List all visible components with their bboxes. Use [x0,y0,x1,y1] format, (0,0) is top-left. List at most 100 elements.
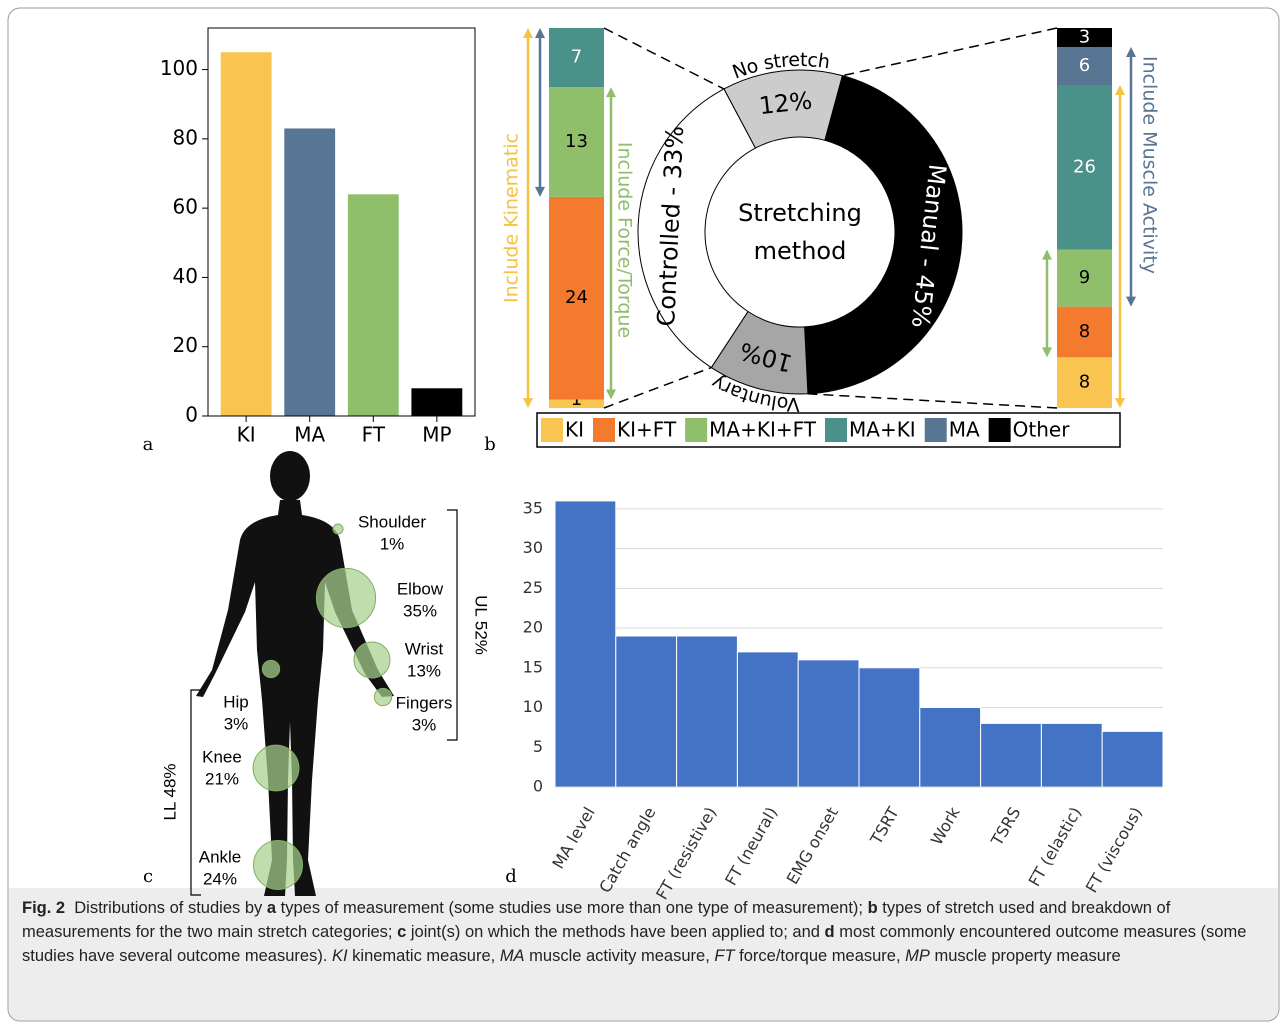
joint-label: Wrist [405,639,444,658]
legend-swatch [925,418,947,442]
segment-value: 7 [571,47,582,68]
segment-value: 9 [1079,267,1090,288]
y-tick-label: 35 [523,498,543,517]
joint-value: 35% [403,601,437,620]
bubble [374,688,391,705]
y-tick-label: 0 [533,777,543,796]
panel-label: d [505,866,517,887]
bar [555,501,616,787]
joint-value: 24% [203,869,237,888]
y-tick-label: 100 [160,56,198,80]
caption-text: d [825,923,835,941]
joint-value: 3% [224,714,249,733]
caption-text: force/torque measure, [735,947,906,965]
joint-label: Shoulder [358,512,426,531]
body-head [270,451,310,501]
bubble [262,660,279,677]
joint-label: Hip [223,692,249,711]
y-tick-label: 10 [523,697,543,716]
joint-value: 3% [412,715,437,734]
segment-value: 8 [1079,321,1090,342]
legend-label: KI+FT [617,418,677,442]
segment-value: 8 [1079,372,1090,393]
caption-text: muscle property measure [930,947,1121,965]
panel-label: c [143,866,153,887]
legend-label: KI [565,418,584,442]
legend-label: Other [1013,418,1071,442]
caption: Fig. 2 Distributions of studies by a typ… [22,896,1267,968]
caption-text: FT [714,947,734,965]
bar [677,636,738,787]
x-tick-label: FT [362,423,386,447]
y-tick-label: 20 [173,333,198,357]
panel-label: a [143,434,154,455]
bar [981,723,1042,787]
chart: abcd020406080100KIMAFTMP12%No stretchMan… [0,0,1287,1029]
caption-text: kinematic measure, [348,947,500,965]
bar [798,660,859,787]
bubble [316,568,375,627]
joint-label: Knee [202,747,242,766]
bubble [333,524,343,534]
center-label: Stretching [738,199,862,227]
y-tick-label: 20 [523,618,543,637]
caption-text: Distributions of studies by [74,899,267,917]
y-tick-label: 30 [523,538,543,557]
caption-text: MP [905,947,930,965]
y-tick-label: 15 [523,657,543,676]
legend-swatch [825,418,847,442]
bar [348,194,399,416]
y-tick-label: 60 [173,195,198,219]
y-tick-label: 0 [185,403,198,427]
caption-text: b [868,899,878,917]
legend-swatch [593,418,615,442]
joint-label: Ankle [199,847,242,866]
panel-label: b [484,434,496,455]
annotation: Include Kinematic [501,133,523,303]
segment-label: 12% [757,86,813,120]
joint-value: 1% [380,534,405,553]
caption-text: KI [332,947,348,965]
legend-label: MA [949,418,980,442]
bar [411,388,462,416]
caption-text: MA [500,947,525,965]
legend-swatch [541,418,563,442]
y-tick-label: 80 [173,125,198,149]
caption-text: a [267,899,276,917]
y-tick-label: 25 [523,578,543,597]
segment-value: 26 [1073,156,1096,177]
segment-value: 24 [565,287,588,308]
bubble [253,745,299,791]
joint-label: Fingers [396,693,453,712]
annotation: Include Muscle Activity [1139,56,1161,274]
caption-text: muscle activity measure, [525,947,715,965]
x-tick-label: MA [294,423,325,447]
bar [616,636,677,787]
bar [221,52,272,416]
group-label: UL 52% [472,595,491,655]
segment-value: 6 [1079,55,1090,76]
caption-text: joint(s) on which the methods have been … [406,923,824,941]
legend-swatch [685,418,707,442]
legend-label: MA+KI [849,418,916,442]
caption-text: c [397,923,406,941]
center-label: method [754,237,847,265]
bar [920,708,981,787]
legend-swatch [989,418,1011,442]
x-tick-label: KI [237,423,256,447]
bubble [354,642,390,678]
bar [737,652,798,787]
legend-label: MA+KI+FT [709,418,817,442]
joint-value: 13% [407,661,441,680]
segment-value: 3 [1079,27,1090,48]
y-tick-label: 40 [173,264,198,288]
bar [284,128,335,416]
joint-value: 21% [205,769,239,788]
caption-text: types of measurement (some studies use m… [276,899,868,917]
bar [1102,731,1163,787]
y-tick-label: 5 [533,737,543,756]
figure: abcd020406080100KIMAFTMP12%No stretchMan… [0,0,1287,1029]
joint-label: Elbow [397,579,444,598]
caption-label: Fig. 2 [22,899,65,917]
annotation: Include Force/Torque [614,142,636,338]
